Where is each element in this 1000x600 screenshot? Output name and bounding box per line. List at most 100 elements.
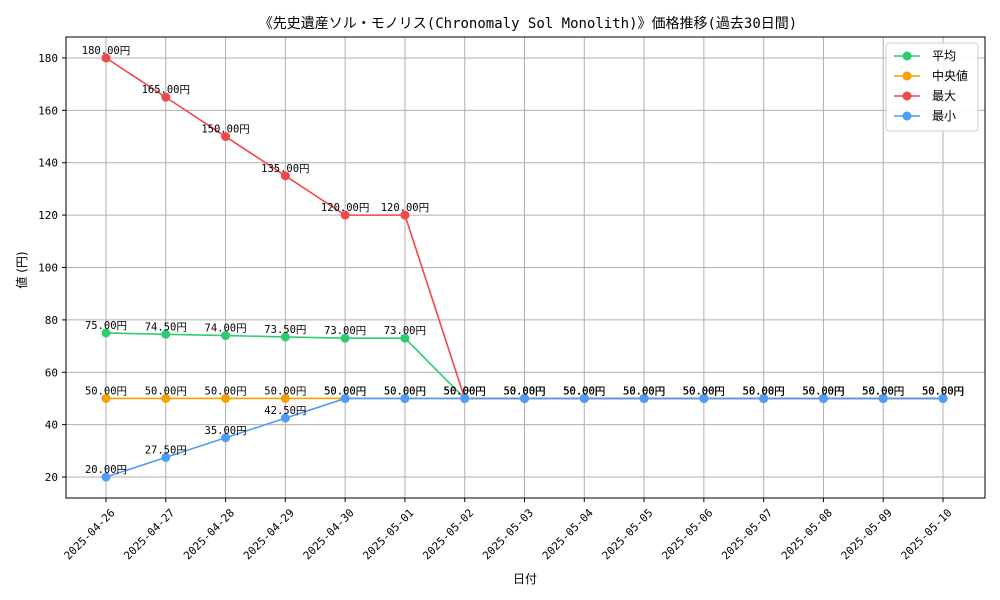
- data-label-average: 73.50円: [264, 324, 306, 336]
- data-label-max: 180.00円: [82, 45, 130, 57]
- x-tick-label: 2025-04-28: [181, 506, 237, 562]
- x-tick-label: 2025-05-08: [779, 506, 835, 562]
- data-label-average: 50.00円: [563, 385, 605, 397]
- data-label-median: 50.00円: [264, 385, 306, 397]
- data-label-max: 50.00円: [683, 385, 725, 397]
- data-point-average: [340, 333, 350, 343]
- data-label-average: 50.00円: [503, 385, 545, 397]
- x-axis-label: 日付: [513, 572, 537, 586]
- data-point-max: [221, 132, 231, 142]
- data-point-min: [818, 393, 828, 403]
- data-label-min: 50.00円: [683, 385, 725, 397]
- data-label-average: 50.00円: [862, 385, 904, 397]
- data-label-max: 50.00円: [444, 385, 486, 397]
- data-label-min: 50.00円: [444, 385, 486, 397]
- chart-title: 《先史遺産ソル・モノリス(Chronomaly Sol Monolith)》価格…: [259, 16, 797, 32]
- data-point-median: [221, 393, 231, 403]
- data-point-average: [221, 331, 231, 341]
- data-label-max: 50.00円: [503, 385, 545, 397]
- data-label-median: 50.00円: [503, 385, 545, 397]
- data-label-max: 165.00円: [142, 84, 190, 96]
- data-label-min: 20.00円: [85, 464, 127, 476]
- data-label-min: 50.00円: [623, 385, 665, 397]
- y-tick-label: 20: [45, 471, 58, 484]
- data-point-min: [579, 393, 589, 403]
- data-label-median: 50.00円: [145, 385, 187, 397]
- data-point-average: [161, 329, 171, 339]
- data-point-median: [280, 393, 290, 403]
- data-label-median: 50.00円: [85, 385, 127, 397]
- data-label-average: 50.00円: [802, 385, 844, 397]
- legend-box: [885, 42, 979, 132]
- data-label-median: 50.00円: [324, 385, 366, 397]
- x-tick-label: 2025-04-27: [121, 506, 177, 562]
- data-label-average: 74.50円: [145, 321, 187, 333]
- x-tick-label: 2025-05-03: [480, 506, 536, 562]
- y-tick-label: 60: [45, 366, 58, 379]
- x-tick-label: 2025-04-26: [62, 506, 118, 562]
- data-label-max: 135.00円: [261, 163, 309, 175]
- x-tick-label: 2025-05-10: [899, 506, 955, 562]
- x-tick-label: 2025-05-09: [839, 506, 895, 562]
- data-label-max: 50.00円: [563, 385, 605, 397]
- data-point-min: [938, 393, 948, 403]
- y-axis-label: 値 (円): [14, 251, 29, 288]
- data-label-median: 50.00円: [922, 385, 964, 397]
- data-point-min: [460, 393, 470, 403]
- data-label-median: 50.00円: [683, 385, 725, 397]
- data-label-min: 42.50円: [264, 405, 306, 417]
- data-point-min: [101, 472, 111, 482]
- data-label-average: 50.00円: [444, 385, 486, 397]
- data-label-max: 50.00円: [802, 385, 844, 397]
- data-label-median: 50.00円: [623, 385, 665, 397]
- data-point-max: [161, 92, 171, 102]
- data-label-max: 50.00円: [862, 385, 904, 397]
- x-tick-label: 2025-04-30: [301, 506, 357, 562]
- data-label-min: 50.00円: [384, 385, 426, 397]
- data-point-average: [101, 328, 111, 338]
- x-tick-label: 2025-05-01: [360, 506, 416, 562]
- data-point-min: [878, 393, 888, 403]
- data-point-median: [161, 393, 171, 403]
- data-label-min: 50.00円: [922, 385, 964, 397]
- legend-marker-average: [902, 51, 912, 61]
- legend-marker-max: [902, 91, 912, 101]
- y-tick-label: 160: [38, 104, 58, 117]
- data-label-average: 75.00円: [85, 320, 127, 332]
- data-labels: 75.00円 74.50円 74.00円 73.50円 73.00円 73.00円 50.0…: [82, 45, 964, 476]
- data-point-min: [161, 452, 171, 462]
- data-point-min: [759, 393, 769, 403]
- data-label-median: 50.00円: [384, 385, 426, 397]
- data-point-min: [221, 433, 231, 443]
- data-point-min: [520, 393, 529, 403]
- grid-lines: [66, 37, 985, 498]
- data-label-max: 50.00円: [623, 385, 665, 397]
- data-point-max: [400, 210, 410, 220]
- data-label-max: 50.00円: [743, 385, 785, 397]
- data-point-min: [340, 393, 350, 403]
- data-label-min: 50.00円: [503, 385, 545, 397]
- data-label-max: 50.00円: [922, 385, 964, 397]
- data-label-min: 50.00円: [324, 385, 366, 397]
- y-tick-label: 140: [38, 157, 58, 170]
- data-point-min: [639, 393, 649, 403]
- legend-marker-min: [902, 111, 912, 121]
- data-label-median: 50.00円: [862, 385, 904, 397]
- data-point-min: [400, 393, 410, 403]
- data-label-median: 50.00円: [444, 385, 486, 397]
- data-label-max: 120.00円: [381, 202, 429, 214]
- data-point-average: [400, 333, 410, 343]
- data-point-average: [280, 332, 290, 342]
- data-label-average: 73.00円: [324, 325, 366, 337]
- legend-label-min: 最小: [932, 109, 956, 123]
- data-point-max: [280, 171, 290, 181]
- data-label-min: 50.00円: [743, 385, 785, 397]
- y-tick-label: 120: [38, 209, 58, 222]
- data-label-max: 150.00円: [201, 124, 249, 136]
- data-point-min: [280, 413, 290, 423]
- data-label-min: 35.00円: [205, 425, 247, 437]
- data-label-median: 50.00円: [743, 385, 785, 397]
